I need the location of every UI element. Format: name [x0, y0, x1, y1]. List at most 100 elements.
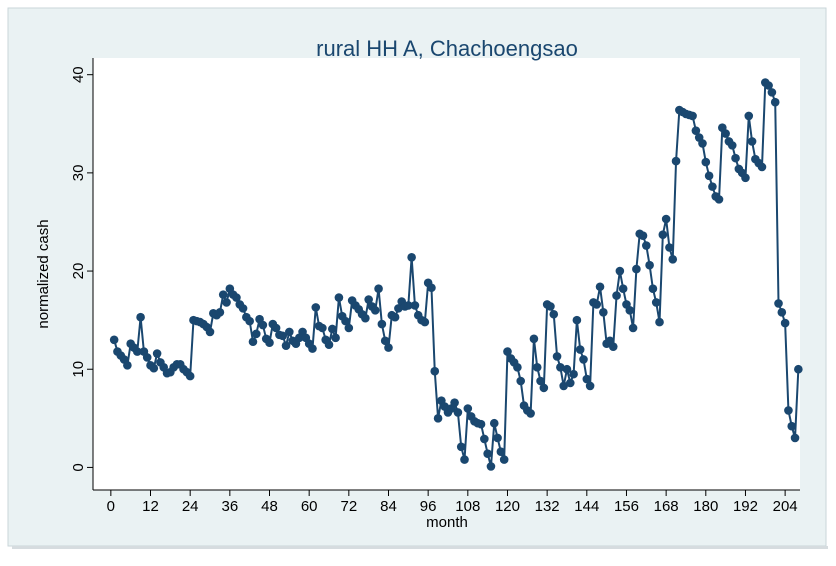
data-point [764, 81, 773, 90]
data-point [727, 141, 737, 150]
data-point [341, 316, 350, 326]
data-point [334, 293, 344, 302]
data-point [205, 327, 215, 337]
data-point [721, 129, 730, 138]
data-point [794, 364, 803, 374]
data-point [777, 307, 787, 317]
plot-area [93, 58, 800, 490]
data-point [433, 414, 443, 423]
data-point [285, 327, 294, 337]
data-point [582, 374, 592, 384]
data-point [427, 283, 436, 293]
data-point [245, 316, 254, 326]
x-tick-label: 108 [455, 498, 480, 515]
data-point [215, 307, 225, 317]
x-tick-label: 0 [107, 498, 115, 515]
data-point [374, 284, 383, 294]
data-point [311, 303, 321, 312]
data-point [556, 362, 565, 372]
data-point [655, 317, 664, 327]
data-point [645, 260, 654, 270]
data-point [599, 307, 608, 317]
data-point [430, 366, 440, 376]
x-tick-label: 132 [535, 498, 560, 515]
data-point [496, 447, 506, 457]
data-point [132, 347, 142, 356]
data-point [780, 318, 790, 328]
data-point [559, 381, 568, 391]
data-point [770, 97, 780, 107]
data-point [767, 88, 777, 97]
data-point [222, 298, 231, 307]
data-point [658, 230, 668, 240]
data-point [625, 306, 635, 315]
data-point [579, 355, 588, 364]
x-tick-label: 60 [301, 498, 318, 515]
data-point [608, 342, 618, 351]
x-tick-label: 36 [221, 498, 238, 515]
data-point [708, 182, 717, 191]
data-point [364, 295, 373, 304]
data-point [701, 157, 711, 167]
data-point [232, 293, 241, 302]
data-point [651, 298, 661, 307]
data-point [407, 253, 416, 262]
data-point [628, 323, 638, 333]
data-point [361, 313, 370, 323]
data-point [238, 304, 248, 313]
x-tick-label: 84 [380, 498, 397, 515]
data-point [632, 264, 641, 274]
data-point [615, 266, 625, 276]
data-point [331, 333, 340, 343]
data-point [463, 404, 473, 413]
data-point [420, 317, 430, 327]
x-tick-label: 156 [614, 498, 639, 515]
data-point [308, 344, 317, 353]
data-point [380, 336, 390, 346]
data-point [747, 137, 757, 146]
x-tick-label: 24 [182, 498, 199, 515]
data-point [790, 433, 800, 443]
data-point [384, 343, 393, 352]
data-point [572, 315, 582, 325]
data-point [549, 309, 559, 319]
x-tick-label: 72 [340, 498, 357, 515]
data-point [585, 381, 595, 391]
data-point [377, 319, 387, 329]
x-tick-label: 168 [654, 498, 679, 515]
data-point [562, 364, 572, 374]
data-point [661, 214, 671, 224]
data-point [248, 337, 258, 347]
data-point [546, 302, 555, 311]
x-tick-label: 120 [495, 498, 520, 515]
chart-title: rural HH A, Chachoengsao [316, 36, 578, 61]
data-point [536, 376, 545, 386]
x-tick-label: 48 [261, 498, 278, 515]
data-point [691, 126, 701, 135]
y-tick-label: 10 [70, 361, 87, 378]
y-tick-label: 0 [70, 463, 87, 471]
data-point [493, 433, 502, 443]
x-tick-label: 12 [142, 498, 159, 515]
data-point [698, 139, 707, 148]
x-tick-label: 96 [420, 498, 437, 515]
data-point [668, 254, 678, 264]
data-point [453, 408, 463, 417]
data-point [499, 455, 509, 464]
data-point [486, 462, 496, 471]
x-tick-label: 192 [733, 498, 758, 515]
data-point [744, 111, 754, 121]
data-point [489, 418, 499, 428]
data-point [410, 301, 420, 310]
data-point [671, 156, 681, 166]
data-point [529, 334, 539, 344]
data-point [483, 449, 492, 458]
data-point [185, 371, 195, 381]
data-point [142, 353, 152, 362]
data-point [251, 329, 261, 339]
data-point [731, 153, 740, 163]
data-point [612, 291, 621, 300]
data-point [638, 231, 648, 241]
data-point [741, 173, 750, 183]
